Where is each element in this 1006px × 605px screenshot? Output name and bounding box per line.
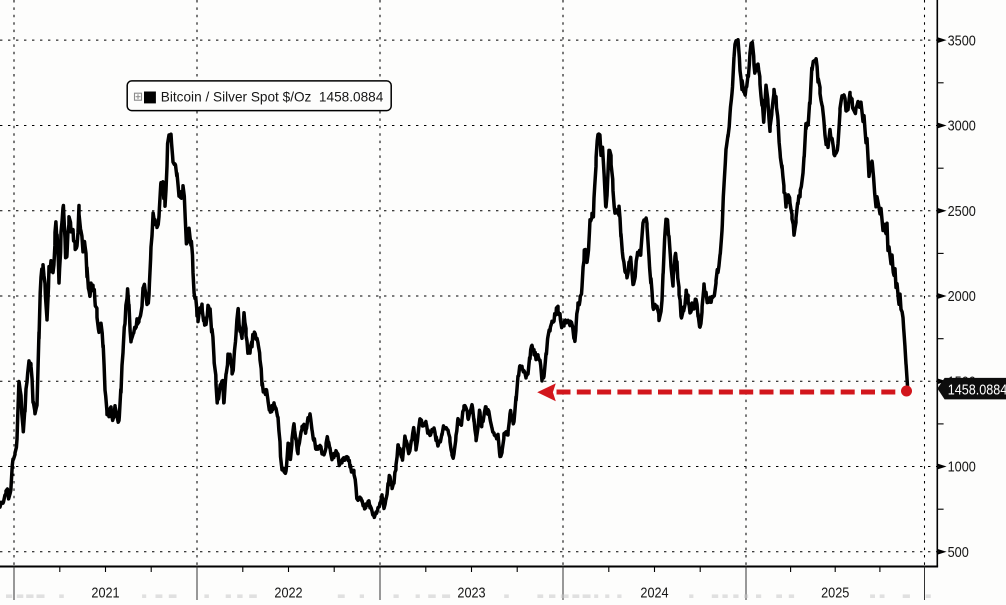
svg-text:2022: 2022 [274, 586, 302, 601]
svg-text:2500: 2500 [948, 204, 976, 220]
svg-text:1000: 1000 [948, 460, 976, 476]
svg-text:3000: 3000 [948, 119, 976, 135]
svg-text:2000: 2000 [948, 289, 976, 305]
svg-text:500: 500 [948, 545, 969, 561]
svg-text:2023: 2023 [457, 586, 485, 601]
svg-text:1458.0884: 1458.0884 [948, 382, 1006, 398]
svg-text:Bitcoin / Silver Spot $/Oz 14: Bitcoin / Silver Spot $/Oz 1458.0884 [161, 89, 384, 104]
svg-text:3500: 3500 [948, 33, 976, 49]
svg-text:2024: 2024 [640, 586, 668, 601]
svg-text:2021: 2021 [91, 586, 119, 601]
svg-text:2025: 2025 [821, 586, 849, 601]
